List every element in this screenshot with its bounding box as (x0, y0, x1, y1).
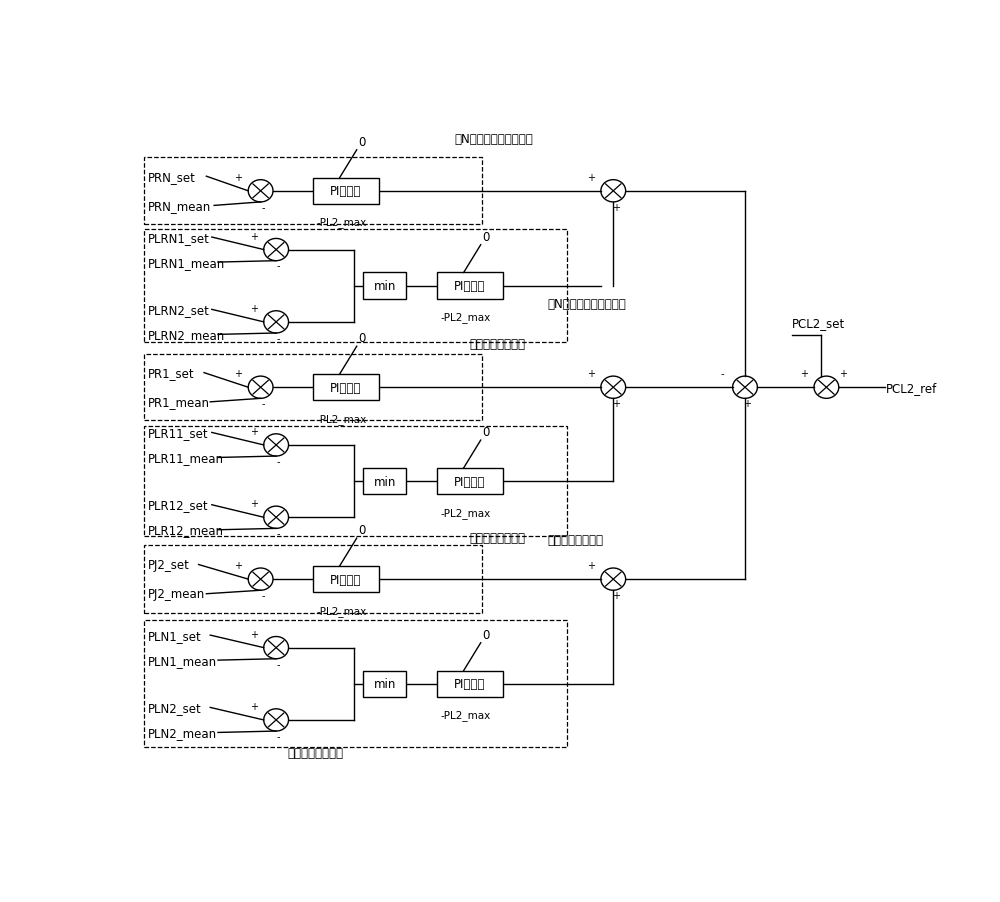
Text: +: + (587, 369, 595, 379)
Text: +: + (587, 172, 595, 183)
Text: 远端线路潮流控制: 远端线路潮流控制 (547, 534, 603, 547)
Text: PLN2_mean: PLN2_mean (148, 726, 217, 739)
Text: PLN2_set: PLN2_set (148, 701, 202, 714)
Text: PI控制器: PI控制器 (330, 573, 362, 586)
Text: PR1_set: PR1_set (148, 367, 195, 380)
Text: min: min (373, 475, 396, 488)
Text: PI控制器: PI控制器 (454, 677, 486, 691)
Text: -: - (277, 658, 280, 669)
Text: +: + (612, 399, 620, 409)
Text: 0: 0 (358, 135, 366, 149)
Text: PLR12_mean: PLR12_mean (148, 524, 224, 537)
Text: PI控制器: PI控制器 (454, 280, 486, 293)
Text: +: + (250, 701, 258, 712)
Bar (144, 354, 482, 420)
Text: +: + (250, 427, 258, 437)
Text: PCL2_set: PCL2_set (792, 318, 845, 330)
Text: -: - (277, 529, 280, 538)
Text: min: min (373, 677, 396, 691)
Text: +: + (743, 399, 751, 409)
Text: -PL2_max: -PL2_max (440, 710, 490, 721)
Text: PLN1_set: PLN1_set (148, 629, 202, 642)
Text: 第N个远端断面潮流控制: 第N个远端断面潮流控制 (454, 133, 533, 146)
Text: PRN_set: PRN_set (148, 170, 196, 183)
Text: 0: 0 (482, 426, 490, 438)
Bar (437, 671, 503, 697)
Text: +: + (250, 499, 258, 509)
Text: -PL2_max: -PL2_max (316, 413, 366, 424)
Text: PLRN2_set: PLRN2_set (148, 303, 210, 317)
Text: -: - (261, 399, 265, 409)
Text: 近端断面潮流控制: 近端断面潮流控制 (470, 531, 526, 544)
Text: +: + (612, 203, 620, 213)
Text: +: + (250, 629, 258, 639)
Bar (437, 468, 503, 495)
Text: 远端断面潮流控制: 远端断面潮流控制 (470, 338, 526, 351)
Text: -: - (721, 369, 724, 379)
Bar (313, 566, 379, 593)
Text: PLRN1_set: PLRN1_set (148, 231, 210, 244)
Text: PLR11_set: PLR11_set (148, 427, 209, 439)
Text: PLRN2_mean: PLRN2_mean (148, 328, 226, 342)
Bar (313, 179, 379, 205)
Text: +: + (234, 369, 242, 379)
Text: -: - (277, 456, 280, 466)
Bar (437, 273, 503, 299)
Text: -: - (277, 262, 280, 272)
Text: -: - (277, 334, 280, 344)
Text: +: + (234, 561, 242, 571)
Text: -: - (261, 591, 265, 601)
Text: PI控制器: PI控制器 (330, 382, 362, 394)
Text: PI控制器: PI控制器 (330, 185, 362, 198)
Text: +: + (800, 369, 808, 379)
Text: PLRN1_mean: PLRN1_mean (148, 256, 226, 270)
Text: -PL2_max: -PL2_max (316, 217, 366, 228)
Bar (363, 273, 406, 299)
Bar (313, 374, 379, 401)
Text: PJ2_mean: PJ2_mean (148, 587, 206, 601)
Text: -: - (261, 203, 265, 213)
Text: +: + (250, 304, 258, 314)
Text: PLR12_set: PLR12_set (148, 499, 209, 511)
Text: PI控制器: PI控制器 (454, 475, 486, 488)
Bar (144, 230, 567, 343)
Bar (363, 468, 406, 495)
Text: min: min (373, 280, 396, 293)
Text: PR1_mean: PR1_mean (148, 396, 210, 409)
Text: +: + (612, 591, 620, 601)
Text: +: + (587, 561, 595, 571)
Text: -PL2_max: -PL2_max (440, 507, 490, 518)
Bar (144, 427, 567, 537)
Text: 0: 0 (482, 230, 490, 244)
Text: +: + (250, 232, 258, 242)
Text: -: - (277, 732, 280, 741)
Bar (144, 621, 567, 747)
Text: PCL2_ref: PCL2_ref (886, 382, 937, 394)
Text: 第N个远端线路潮流控制: 第N个远端线路潮流控制 (547, 298, 626, 310)
Text: -PL2_max: -PL2_max (316, 605, 366, 616)
Bar (144, 546, 482, 613)
Text: 0: 0 (358, 332, 366, 345)
Text: 近端线路潮流控制: 近端线路潮流控制 (288, 746, 344, 759)
Text: 0: 0 (358, 523, 366, 537)
Text: PLR11_mean: PLR11_mean (148, 451, 224, 465)
Text: -PL2_max: -PL2_max (440, 312, 490, 323)
Text: +: + (234, 172, 242, 183)
Text: +: + (839, 369, 847, 379)
Text: PLN1_mean: PLN1_mean (148, 654, 217, 667)
Bar (363, 671, 406, 697)
Bar (144, 158, 482, 225)
Text: 0: 0 (482, 628, 490, 641)
Text: PRN_mean: PRN_mean (148, 199, 212, 213)
Text: PJ2_set: PJ2_set (148, 558, 190, 571)
